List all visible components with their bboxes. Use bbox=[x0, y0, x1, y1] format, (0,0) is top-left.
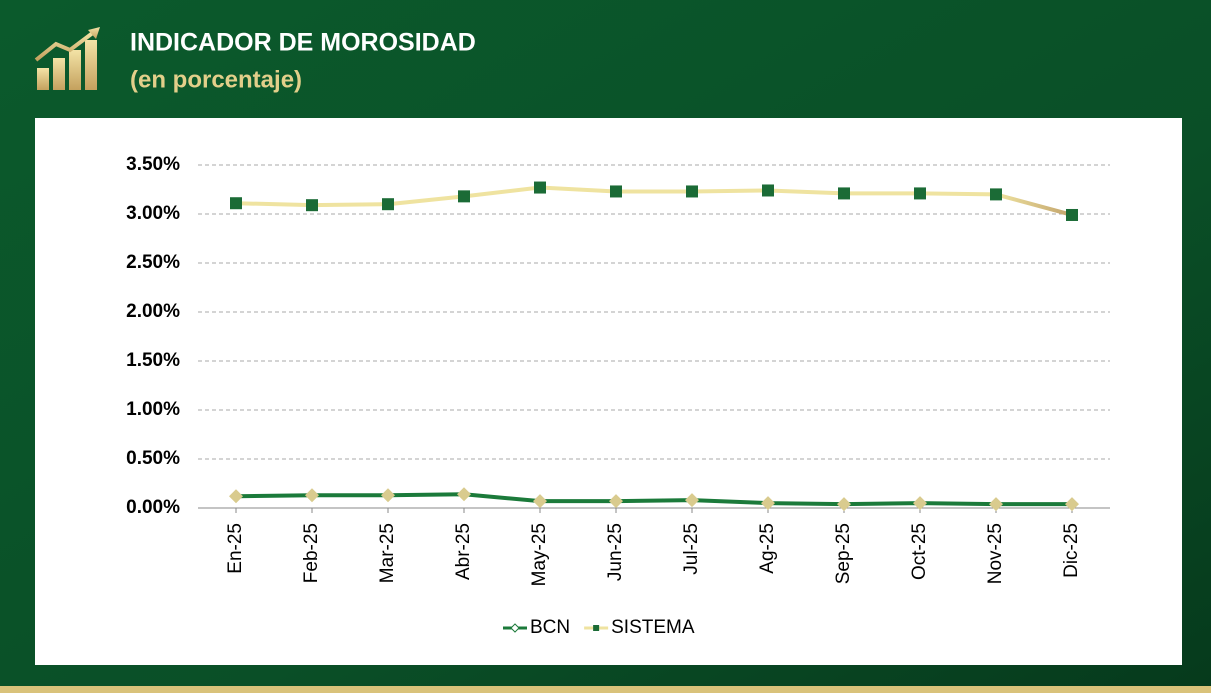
x-tick-label: May-25 bbox=[529, 523, 550, 586]
marker bbox=[610, 185, 622, 198]
y-tick-label: 2.50% bbox=[126, 252, 180, 273]
legend-marker bbox=[593, 625, 600, 631]
x-tick-label: Mar-25 bbox=[377, 523, 398, 583]
marker bbox=[381, 488, 395, 503]
subtitle: (en porcentaje) bbox=[130, 66, 302, 93]
y-tick-label: 0.00% bbox=[126, 497, 180, 518]
y-tick-label: 1.00% bbox=[126, 399, 180, 420]
legend-label: BCN bbox=[530, 617, 570, 638]
series-line bbox=[235, 492, 1072, 507]
x-tick-label: Jun-25 bbox=[605, 523, 626, 581]
chart-panel bbox=[35, 118, 1182, 665]
marker bbox=[914, 187, 926, 200]
marker bbox=[838, 187, 850, 200]
marker bbox=[989, 497, 1003, 512]
y-tick-label: 0.50% bbox=[126, 448, 180, 469]
marker bbox=[306, 199, 318, 212]
marker bbox=[609, 494, 623, 509]
marker bbox=[1065, 497, 1079, 512]
marker bbox=[229, 489, 243, 504]
x-tick-label: Abr-25 bbox=[453, 523, 474, 580]
marker bbox=[761, 496, 775, 511]
legend-label: SISTEMA bbox=[611, 617, 695, 638]
marker bbox=[685, 493, 699, 508]
marker bbox=[230, 197, 242, 210]
x-tick-label: Dic-25 bbox=[1061, 523, 1082, 578]
marker bbox=[686, 185, 698, 198]
marker bbox=[305, 488, 319, 503]
y-tick-label: 1.50% bbox=[126, 350, 180, 371]
gold-band bbox=[0, 686, 1211, 693]
title: INDICADOR DE MOROSIDAD bbox=[130, 29, 476, 57]
marker bbox=[457, 487, 471, 502]
marker bbox=[837, 497, 851, 512]
y-tick-label: 2.00% bbox=[126, 301, 180, 322]
x-tick-label: Oct-25 bbox=[909, 523, 930, 580]
x-tick-label: En-25 bbox=[225, 523, 246, 574]
x-tick-label: Feb-25 bbox=[301, 523, 322, 583]
icon bbox=[34, 27, 100, 90]
y-tick-label: 3.00% bbox=[126, 203, 180, 224]
series-line bbox=[235, 185, 1073, 217]
marker bbox=[534, 181, 546, 194]
y-tick-label: 3.50% bbox=[126, 154, 180, 175]
marker bbox=[762, 184, 774, 197]
x-tick-label: Ag-25 bbox=[757, 523, 778, 574]
marker bbox=[382, 198, 394, 211]
marker bbox=[1066, 208, 1078, 221]
legend-marker bbox=[510, 623, 520, 633]
marker bbox=[990, 188, 1002, 201]
marker bbox=[458, 190, 470, 203]
x-tick-label: Nov-25 bbox=[985, 523, 1006, 584]
x-tick-label: Sep-25 bbox=[833, 523, 854, 584]
marker bbox=[533, 494, 547, 509]
marker bbox=[913, 496, 927, 511]
x-tick-label: Jul-25 bbox=[681, 523, 702, 575]
